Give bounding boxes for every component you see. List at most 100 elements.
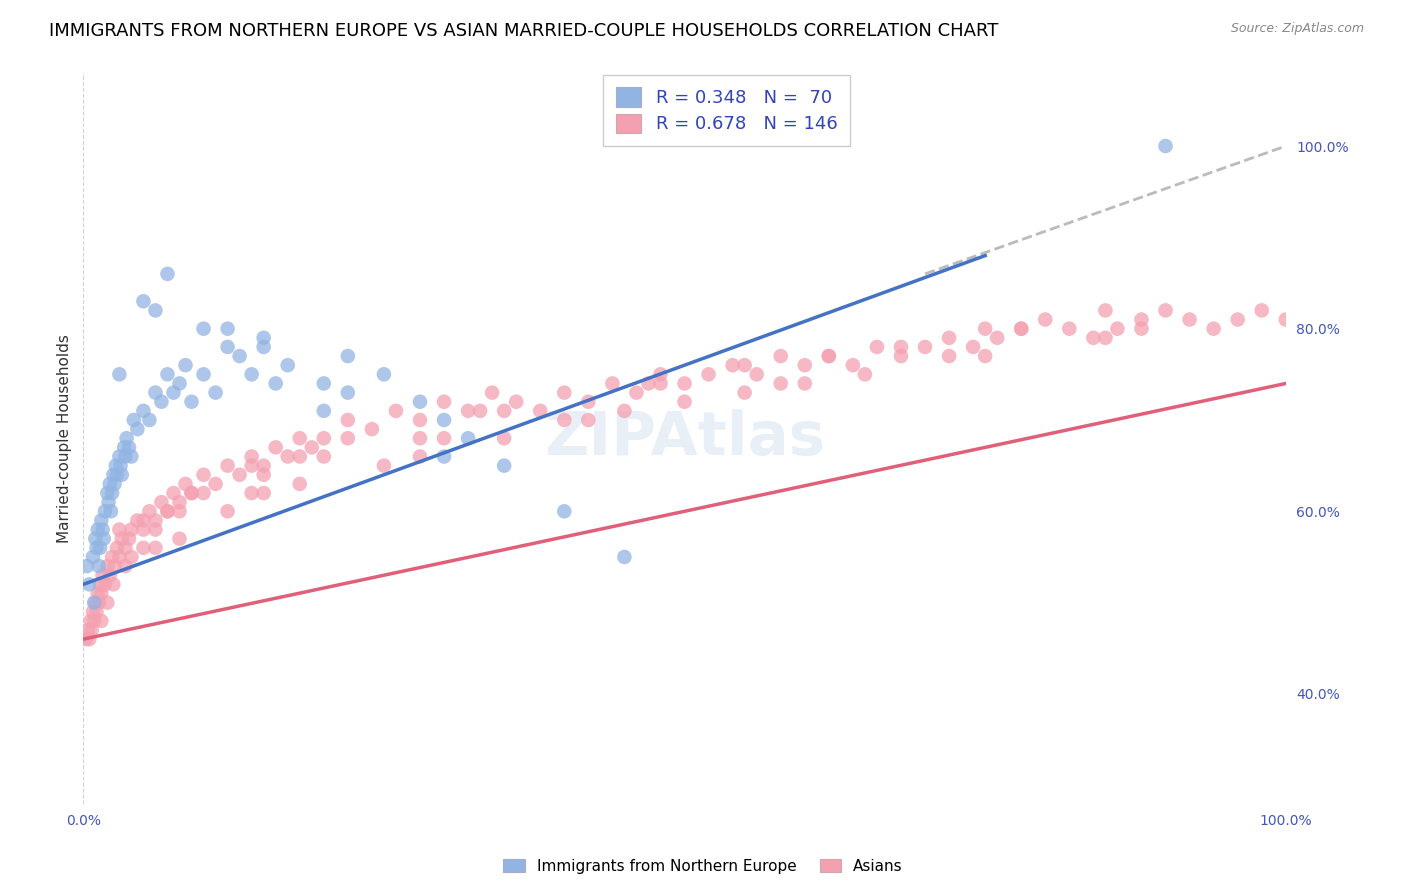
Point <box>650 376 672 391</box>
Point <box>111 532 134 546</box>
Point <box>1178 312 1201 326</box>
Point <box>87 523 110 537</box>
Point <box>180 486 202 500</box>
Point <box>169 504 191 518</box>
Point <box>1274 312 1296 326</box>
Point <box>80 623 103 637</box>
Point <box>193 467 215 482</box>
Point <box>162 486 184 500</box>
Point <box>228 467 250 482</box>
Point <box>138 413 160 427</box>
Point <box>1250 303 1272 318</box>
Point <box>576 394 599 409</box>
Point <box>457 404 479 418</box>
Point <box>650 368 672 382</box>
Point <box>673 376 696 391</box>
Point <box>145 303 167 318</box>
Point <box>253 331 276 345</box>
Point <box>409 394 432 409</box>
Point <box>138 504 160 518</box>
Point <box>637 376 659 391</box>
Point <box>673 394 696 409</box>
Point <box>962 340 984 354</box>
Point <box>108 549 131 564</box>
Point <box>156 504 179 518</box>
Point <box>96 596 118 610</box>
Point <box>101 486 124 500</box>
Point <box>938 349 960 363</box>
Point <box>193 321 215 335</box>
Point <box>468 404 491 418</box>
Point <box>108 523 131 537</box>
Point <box>769 376 792 391</box>
Point <box>96 486 118 500</box>
Point <box>769 349 792 363</box>
Point <box>938 331 960 345</box>
Point <box>169 495 191 509</box>
Point <box>1083 331 1105 345</box>
Point <box>204 385 226 400</box>
Point <box>132 513 155 527</box>
Point <box>277 358 299 372</box>
Point <box>103 467 125 482</box>
Point <box>79 614 101 628</box>
Point <box>1033 312 1056 326</box>
Point <box>866 340 889 354</box>
Point <box>132 294 155 309</box>
Point <box>127 513 149 527</box>
Point <box>433 413 456 427</box>
Point <box>721 358 744 372</box>
Point <box>96 559 118 574</box>
Point <box>697 368 720 382</box>
Point <box>217 504 239 518</box>
Point <box>145 513 167 527</box>
Point <box>87 586 110 600</box>
Point <box>127 422 149 436</box>
Point <box>94 577 117 591</box>
Point <box>120 523 142 537</box>
Point <box>90 614 112 628</box>
Point <box>734 358 756 372</box>
Point <box>87 559 110 574</box>
Point <box>84 596 107 610</box>
Point <box>89 541 111 555</box>
Point <box>145 385 167 400</box>
Point <box>288 450 311 464</box>
Point <box>433 394 456 409</box>
Point <box>602 376 624 391</box>
Point <box>156 267 179 281</box>
Point <box>1107 321 1129 335</box>
Point <box>132 541 155 555</box>
Point <box>1226 312 1249 326</box>
Point <box>169 532 191 546</box>
Point <box>174 358 197 372</box>
Point <box>108 450 131 464</box>
Point <box>82 549 104 564</box>
Point <box>120 450 142 464</box>
Point <box>217 458 239 473</box>
Point <box>1130 312 1153 326</box>
Point <box>115 431 138 445</box>
Point <box>83 614 105 628</box>
Y-axis label: Married-couple Households: Married-couple Households <box>58 334 72 542</box>
Point <box>169 376 191 391</box>
Point <box>217 321 239 335</box>
Point <box>1094 331 1116 345</box>
Point <box>288 477 311 491</box>
Text: Source: ZipAtlas.com: Source: ZipAtlas.com <box>1230 22 1364 36</box>
Point <box>409 413 432 427</box>
Point <box>76 559 98 574</box>
Point <box>93 532 115 546</box>
Point <box>82 605 104 619</box>
Point <box>79 577 101 591</box>
Point <box>91 523 114 537</box>
Point <box>228 349 250 363</box>
Point <box>145 541 167 555</box>
Point <box>180 394 202 409</box>
Point <box>90 513 112 527</box>
Point <box>264 441 287 455</box>
Text: IMMIGRANTS FROM NORTHERN EUROPE VS ASIAN MARRIED-COUPLE HOUSEHOLDS CORRELATION C: IMMIGRANTS FROM NORTHERN EUROPE VS ASIAN… <box>49 22 998 40</box>
Point <box>793 358 815 372</box>
Point <box>114 450 136 464</box>
Point <box>253 486 276 500</box>
